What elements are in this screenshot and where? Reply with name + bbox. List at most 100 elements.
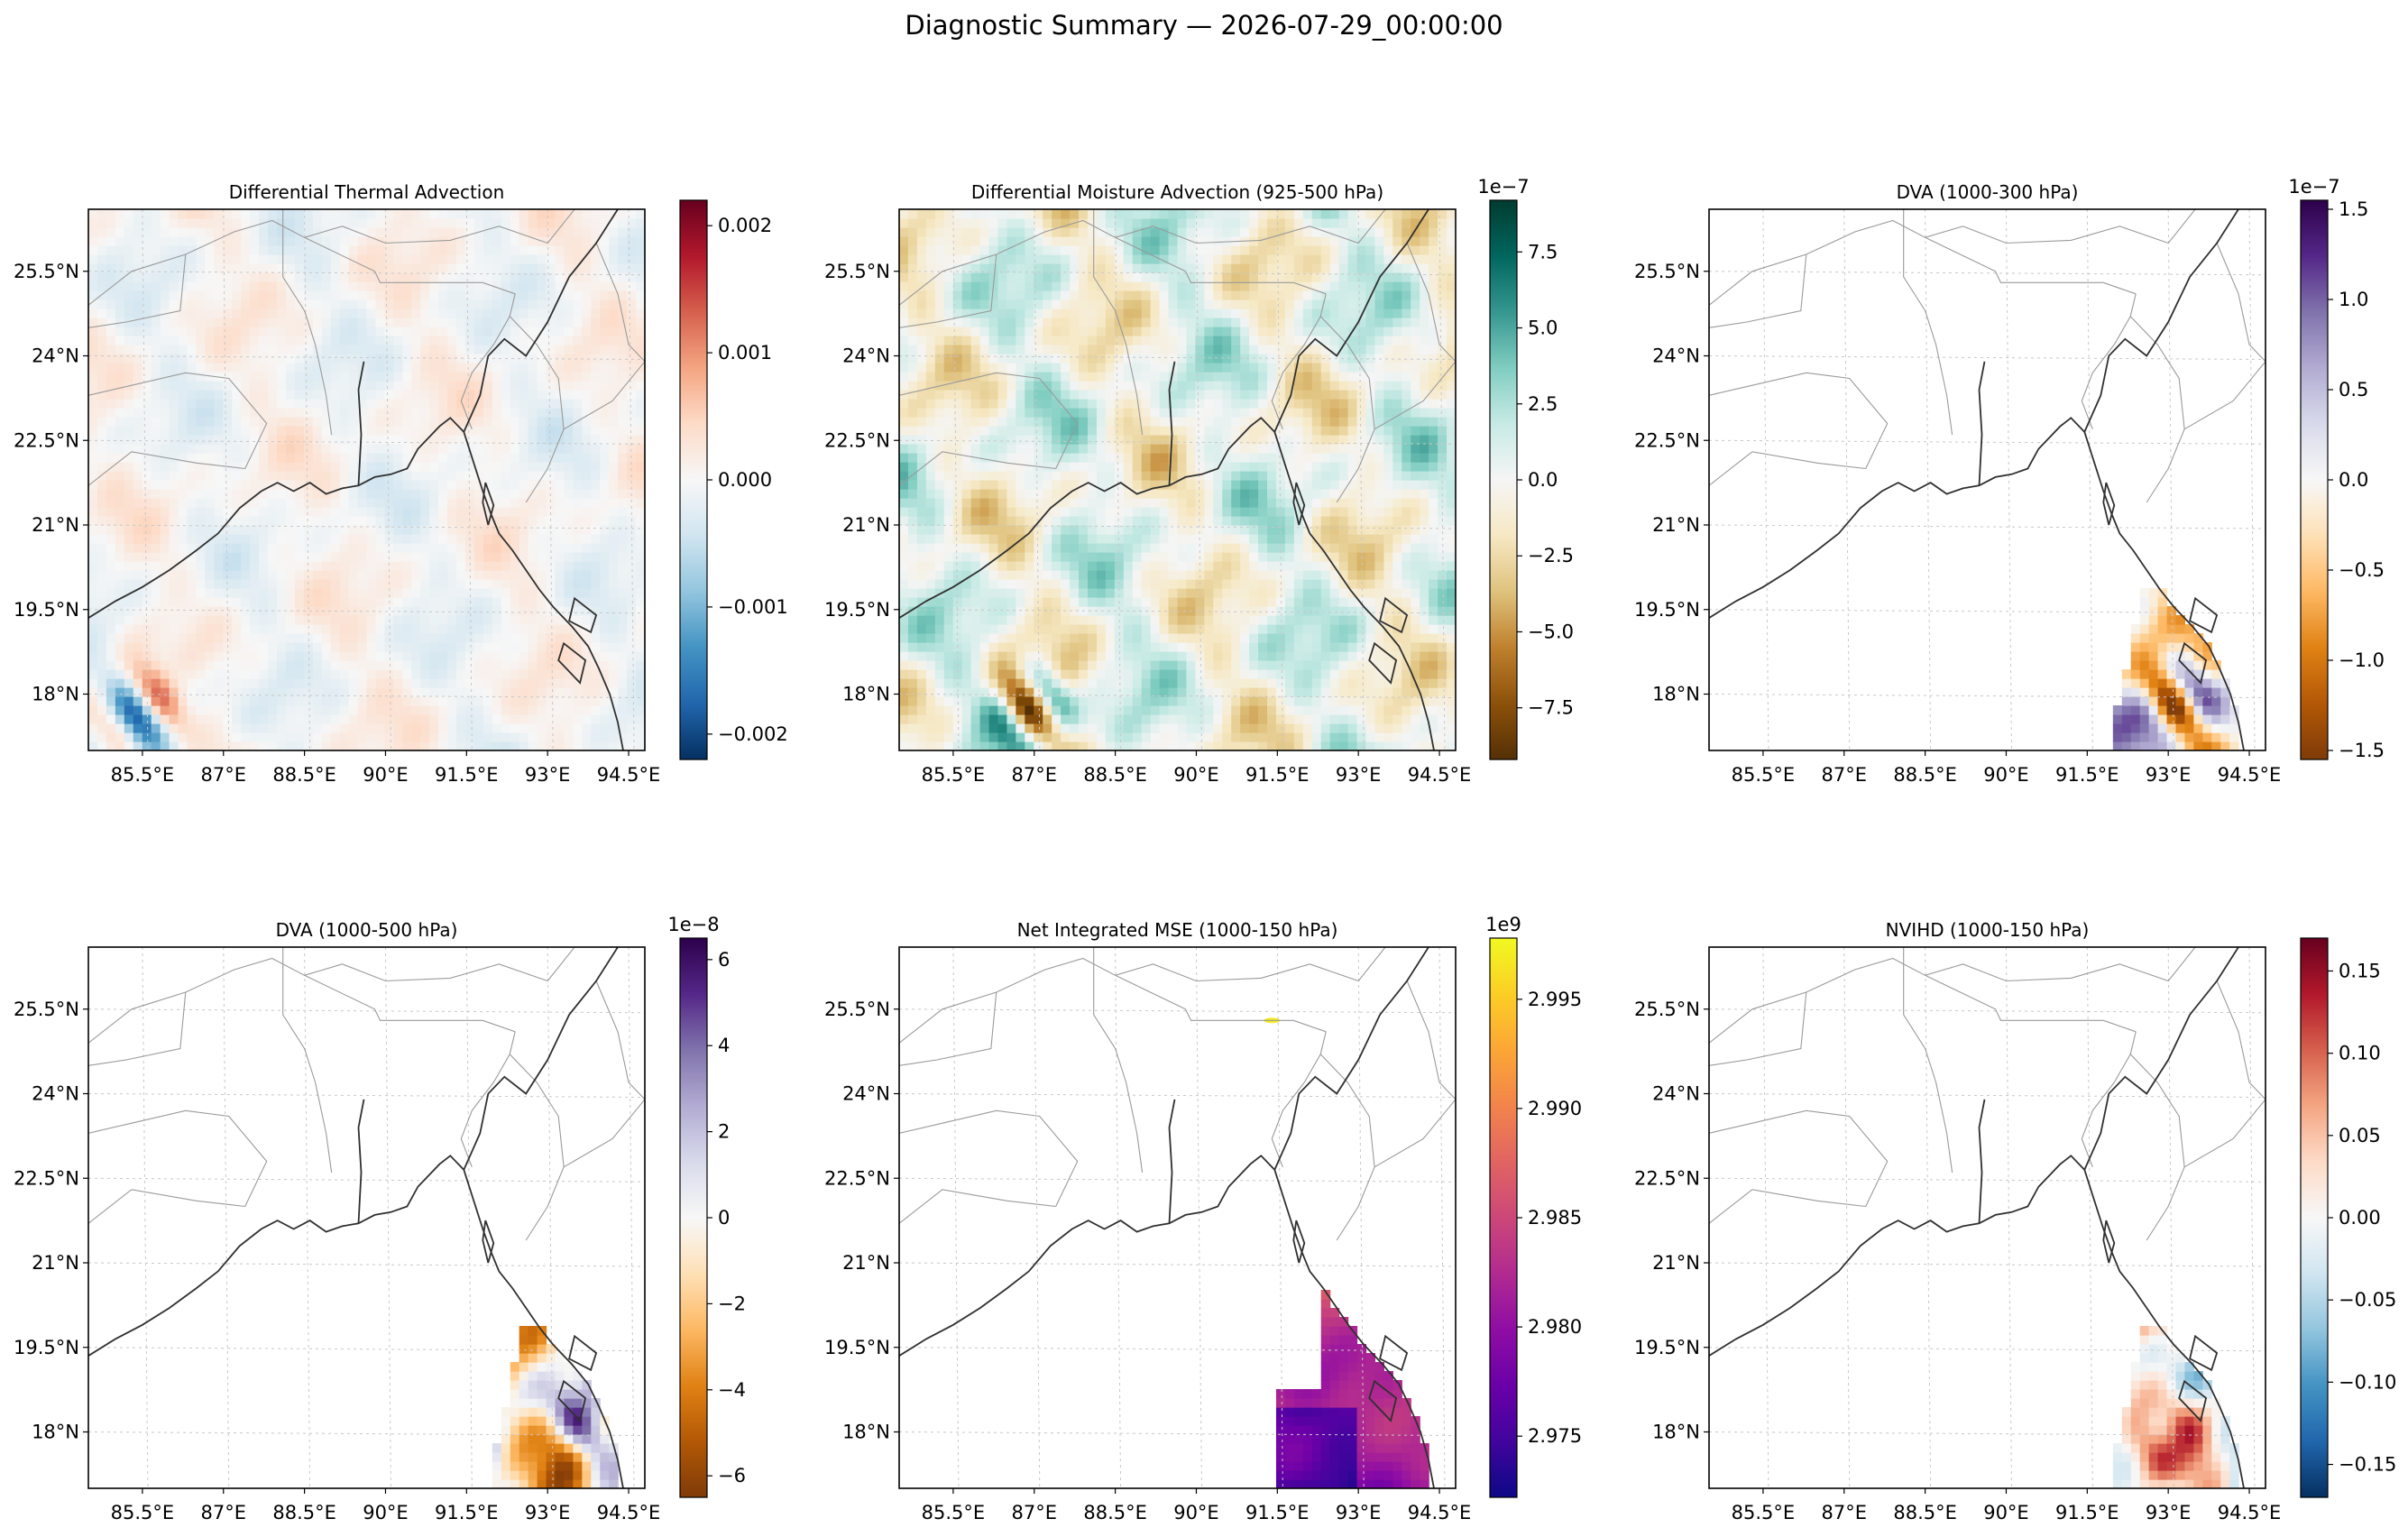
heatmap-cell: [303, 723, 314, 733]
heatmap-cell: [241, 263, 251, 273]
heatmap-cell: [600, 687, 610, 697]
heatmap-cell: [411, 732, 421, 742]
heatmap-cell: [294, 308, 305, 318]
heatmap-cell: [232, 399, 242, 409]
heatmap-cell: [241, 308, 251, 318]
heatmap-cell: [348, 254, 359, 264]
heatmap-cell: [303, 345, 314, 354]
heatmap-cell: [142, 462, 152, 472]
gridline-lat: [88, 355, 645, 360]
heatmap-cell: [411, 687, 421, 697]
heatmap-cell: [1222, 606, 1232, 616]
heatmap-cell: [1429, 624, 1438, 634]
heatmap-cell: [88, 372, 98, 382]
heatmap-cell: [1320, 651, 1331, 661]
heatmap-cell: [492, 615, 502, 625]
heatmap-cell: [285, 669, 296, 679]
heatmap-cell: [133, 660, 143, 670]
heatmap-cell: [196, 381, 206, 391]
heatmap-cell: [970, 588, 981, 598]
heatmap-cell: [133, 489, 143, 499]
heatmap-cell: [1123, 588, 1134, 598]
heatmap-cell: [546, 660, 556, 670]
heatmap-cell: [1438, 732, 1448, 742]
heatmap-cell: [1186, 705, 1197, 715]
island: [557, 641, 587, 685]
heatmap-cell: [294, 318, 305, 327]
heatmap-cell: [1123, 633, 1134, 643]
heatmap-cell: [573, 327, 583, 336]
heatmap-cell: [1186, 633, 1197, 643]
heatmap-cell: [294, 462, 305, 472]
heatmap-cell: [501, 687, 511, 697]
heatmap-cell: [384, 561, 394, 571]
heatmap-cell: [988, 642, 999, 652]
heatmap-cell: [573, 732, 583, 742]
heatmap-cell: [501, 678, 511, 688]
heatmap-cell: [573, 272, 583, 282]
heatmap-cell: [464, 435, 475, 445]
heatmap-cell: [384, 660, 394, 670]
heatmap-cell: [1159, 633, 1170, 643]
heatmap-cell: [537, 272, 547, 282]
heatmap-cell: [303, 696, 314, 706]
heatmap-cell: [492, 444, 502, 454]
heatmap-cell: [106, 732, 116, 742]
heatmap-cell: [133, 723, 143, 733]
heatmap-cell: [961, 606, 972, 616]
heatmap-cell: [133, 272, 143, 282]
heatmap-cell: [1302, 615, 1313, 625]
heatmap-cell: [555, 687, 565, 697]
heatmap-cell: [564, 543, 574, 553]
heatmap-cell: [618, 624, 628, 634]
heatmap-cell: [241, 345, 251, 354]
heatmap-cell: [1150, 696, 1161, 706]
heatmap-cell: [303, 543, 314, 553]
heatmap-cell: [393, 543, 403, 553]
heatmap-cell: [214, 597, 224, 607]
heatmap-cell: [241, 218, 251, 228]
heatmap-cell: [600, 318, 610, 327]
heatmap-cell: [268, 263, 278, 273]
heatmap-cell: [196, 218, 206, 228]
heatmap-cell: [250, 561, 260, 571]
heatmap-cell: [609, 723, 619, 733]
heatmap-cell: [537, 624, 547, 634]
heatmap-cell: [501, 308, 511, 318]
heatmap-cell: [1383, 714, 1393, 724]
heatmap-cell: [88, 579, 98, 589]
heatmap-cell: [187, 687, 198, 697]
heatmap-cell: [1258, 696, 1268, 706]
heatmap-cell: [321, 218, 332, 228]
heatmap-cell: [250, 507, 260, 517]
heatmap-cell: [438, 435, 448, 445]
heatmap-cell: [321, 399, 332, 409]
heatmap-cell: [1150, 669, 1161, 679]
heatmap-cell: [1061, 642, 1071, 652]
heatmap-cell: [151, 254, 161, 264]
heatmap-cell: [393, 227, 403, 237]
heatmap-cell: [1105, 723, 1116, 733]
heatmap-cell: [169, 579, 179, 589]
heatmap-cell: [1096, 741, 1107, 750]
heatmap-cell: [456, 561, 466, 571]
heatmap-cell: [1311, 714, 1322, 724]
heatmap-cell: [97, 489, 107, 499]
heatmap-cell: [303, 327, 314, 336]
heatmap-cell: [1016, 687, 1025, 697]
heatmap-cell: [609, 516, 619, 526]
heatmap-cell: [1231, 696, 1241, 706]
heatmap-cell: [402, 372, 412, 382]
heatmap-cell: [582, 579, 592, 589]
heatmap-cell: [1338, 678, 1349, 688]
heatmap-cell: [573, 236, 583, 246]
heatmap-cell: [943, 696, 954, 706]
heatmap-cell: [366, 354, 377, 364]
heatmap-cell: [1311, 696, 1322, 706]
gridline-lon: [223, 209, 230, 750]
heatmap-cell: [124, 462, 134, 472]
heatmap-cell: [492, 308, 502, 318]
heatmap-cell: [537, 507, 547, 517]
heatmap-cell: [1365, 669, 1376, 679]
heatmap-cell: [420, 723, 430, 733]
